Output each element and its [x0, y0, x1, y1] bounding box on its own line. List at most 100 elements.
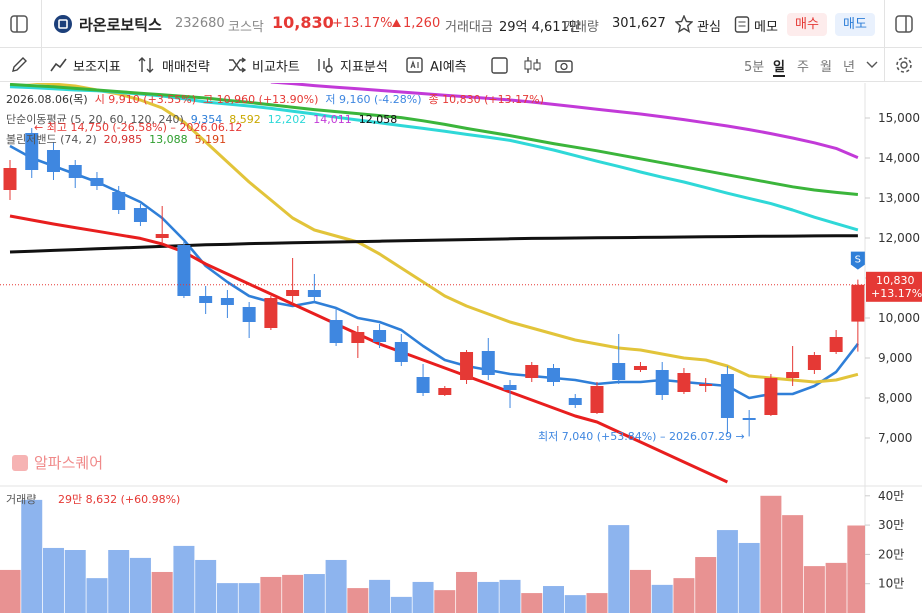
volume-bar	[738, 542, 760, 613]
volume-bar	[673, 578, 695, 613]
volume-bar	[129, 557, 151, 613]
candle-body	[3, 168, 17, 190]
volume-bar	[782, 515, 804, 613]
logo	[54, 15, 72, 33]
volume-bar	[499, 579, 521, 613]
volume-bar	[543, 586, 564, 613]
period-button[interactable]: 주	[797, 60, 809, 75]
legend-ohlc: 시 9,910 (+3.55%)	[95, 93, 196, 106]
toolbar-item[interactable]: 매매전략	[162, 60, 210, 75]
volume-bar	[347, 588, 369, 613]
toolbar-item[interactable]: 지표분석	[340, 60, 388, 75]
turnover-label: 거래대금	[445, 20, 493, 35]
panel-icon[interactable]	[895, 15, 913, 33]
volume-bar	[108, 550, 130, 613]
indicator-line	[9, 234, 858, 254]
volume-bar	[216, 583, 238, 613]
candle-body	[373, 330, 387, 342]
price-tag-change: +13.17%	[871, 287, 922, 300]
draw-icon[interactable]	[10, 56, 28, 74]
candle-body	[177, 245, 191, 296]
volume-bar	[390, 596, 412, 613]
indicator-line	[26, 83, 859, 384]
volume-bar	[151, 571, 173, 613]
volume-bar	[195, 559, 217, 613]
toolbar-item[interactable]: 보조지표	[73, 60, 121, 75]
watch-button[interactable]: 관심	[697, 20, 721, 35]
legend-ohlc: 저 9,160 (-4.28%)	[325, 93, 421, 106]
legend-value: 12,202	[268, 113, 307, 126]
volume-bar	[21, 499, 43, 613]
volume-bar	[369, 579, 391, 613]
legend-ohlc: 종 10,830 (+13.17%)	[429, 93, 544, 106]
candle-body	[525, 365, 539, 378]
header: 라온로보틱스 232680 코스닥 10,830 +13.17% 1,260 거…	[0, 0, 922, 48]
y-tick-label: 14,000	[878, 151, 920, 165]
period-button[interactable]: 월	[820, 60, 832, 75]
volume-bar	[173, 545, 195, 613]
legend-value: 8,592	[229, 113, 261, 126]
candle-body	[764, 378, 778, 415]
candle-body	[547, 368, 560, 382]
change-pct: +13.17%	[332, 16, 393, 31]
memo-icon[interactable]	[734, 15, 750, 33]
chart-type-icons[interactable]	[490, 56, 580, 74]
candle-body	[155, 234, 169, 238]
candle-body	[481, 351, 495, 375]
volume-bar	[42, 547, 64, 613]
indicator-line	[9, 144, 859, 400]
candle-body	[786, 372, 800, 378]
toolbar-item[interactable]: 비교차트	[252, 60, 300, 75]
signal-badge	[850, 251, 865, 270]
candle-body	[438, 388, 452, 395]
candle-body	[199, 296, 213, 303]
candle-body	[612, 363, 626, 380]
stock-name: 라온로보틱스	[79, 16, 162, 34]
volume-bar	[695, 557, 717, 613]
settings-icon[interactable]	[895, 56, 913, 74]
period-button[interactable]: 일	[773, 56, 785, 77]
volume-bar	[260, 576, 282, 613]
candle-body	[329, 320, 343, 343]
candle-body	[25, 133, 39, 170]
divider	[41, 0, 42, 48]
sell-button[interactable]: 매도	[835, 13, 875, 36]
legend-value: 12,058	[359, 113, 398, 126]
volume-bar	[716, 530, 738, 613]
volume-bar	[412, 581, 434, 613]
volume-bar	[477, 581, 499, 613]
volume-pane	[0, 495, 865, 613]
legend-value: 20,985	[104, 133, 143, 146]
volume-bar	[64, 550, 86, 613]
volume-legend-value: 29만 8,632 (+60.98%)	[58, 493, 180, 506]
star-icon[interactable]	[675, 15, 693, 33]
y-tick-label: 40만	[878, 489, 904, 503]
candle-body	[829, 337, 843, 352]
stock-code: 232680	[175, 16, 225, 31]
price-pane	[3, 83, 865, 484]
indicator-icon	[50, 58, 67, 72]
toolbar-item[interactable]: AI예측	[430, 60, 467, 75]
buy-button[interactable]: 매수	[787, 13, 827, 36]
watermark: 알파스퀘어	[34, 454, 103, 472]
toolbar: 보조지표 매매전략 비교차트 지표분석 AI예측 5분 일 주 월 년	[0, 48, 922, 82]
candle-body	[394, 342, 408, 362]
volume-bar	[847, 525, 865, 613]
period-button[interactable]: 년	[843, 60, 855, 75]
chevron[interactable]	[866, 60, 878, 70]
legend-value: 9,354	[191, 113, 223, 126]
candle-body	[90, 178, 104, 186]
candle-body	[264, 298, 278, 328]
period-button[interactable]: 5분	[744, 60, 765, 75]
candle-body	[807, 355, 821, 370]
turnover: 29억 4,611만	[499, 20, 581, 35]
volume-bar	[238, 583, 260, 613]
memo-button[interactable]: 메모	[754, 20, 778, 35]
candle-body	[220, 298, 234, 305]
legend-title: 볼린저밴드 (74, 2)	[6, 133, 97, 146]
volume-bar	[456, 571, 478, 613]
sidebar-icon[interactable]	[10, 15, 28, 33]
y-tick-label: 8,000	[878, 391, 912, 405]
